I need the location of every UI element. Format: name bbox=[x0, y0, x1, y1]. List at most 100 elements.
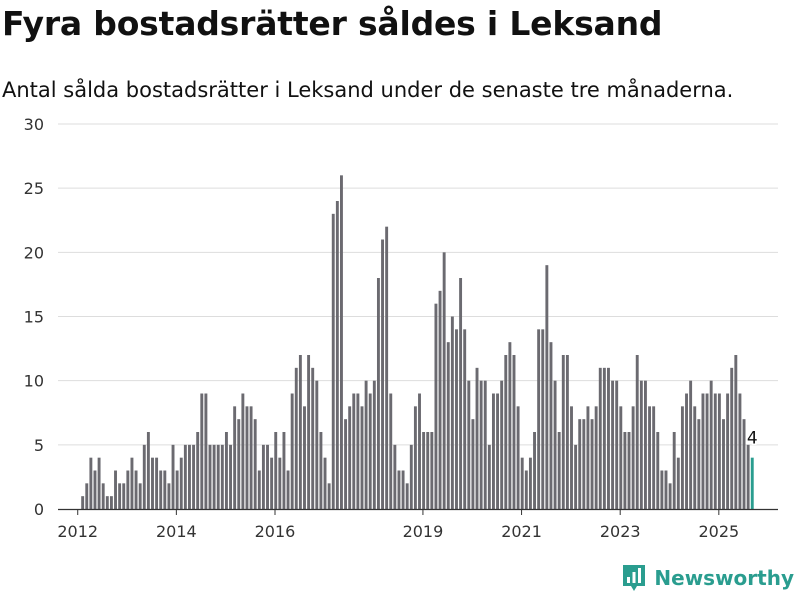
bar-18 bbox=[155, 457, 159, 509]
bar-79 bbox=[405, 483, 409, 509]
bar-157 bbox=[726, 393, 730, 509]
bar-74 bbox=[385, 226, 389, 509]
bar-4 bbox=[97, 457, 101, 509]
y-tick-label-0: 0 bbox=[34, 500, 44, 519]
bar-132 bbox=[623, 432, 627, 509]
bar-122 bbox=[582, 419, 586, 509]
bar-153 bbox=[709, 380, 713, 509]
bar-7 bbox=[109, 496, 113, 509]
bar-161 bbox=[742, 419, 746, 509]
bar-139 bbox=[652, 406, 656, 509]
bar-105 bbox=[512, 355, 516, 509]
page-title: Fyra bostadsrätter såldes i Leksand bbox=[2, 4, 663, 43]
bar-87 bbox=[438, 290, 442, 509]
bar-24 bbox=[179, 457, 183, 509]
bar-22 bbox=[171, 444, 175, 509]
bar-chart-logo-icon bbox=[623, 565, 646, 591]
bar-9 bbox=[118, 483, 122, 509]
bar-56 bbox=[311, 367, 315, 509]
bar-78 bbox=[401, 470, 405, 509]
bar-135 bbox=[635, 355, 639, 509]
bar-11 bbox=[126, 470, 130, 509]
bar-52 bbox=[294, 367, 298, 509]
brand-name: Newsworthy bbox=[654, 566, 794, 590]
bar-59 bbox=[323, 457, 327, 509]
bar-30 bbox=[204, 393, 208, 509]
bar-115 bbox=[553, 380, 557, 509]
bar-116 bbox=[557, 432, 561, 509]
x-tick-label-2012: 2012 bbox=[57, 522, 98, 541]
x-tick-label-2016: 2016 bbox=[255, 522, 296, 541]
bar-160 bbox=[738, 393, 742, 509]
bar-76 bbox=[393, 444, 397, 509]
bar-150 bbox=[697, 419, 701, 509]
bar-124 bbox=[590, 419, 594, 509]
bar-156 bbox=[722, 419, 725, 509]
bar-142 bbox=[664, 470, 668, 509]
bar-33 bbox=[216, 444, 220, 509]
bar-141 bbox=[660, 470, 664, 509]
bar-49 bbox=[282, 432, 286, 509]
bar-144 bbox=[672, 432, 676, 509]
bar-126 bbox=[598, 367, 602, 509]
gridlines bbox=[58, 123, 778, 446]
bar-38 bbox=[237, 419, 241, 509]
bar-34 bbox=[220, 444, 224, 509]
bar-121 bbox=[578, 419, 582, 509]
bar-119 bbox=[570, 406, 573, 509]
bar-45 bbox=[266, 444, 269, 509]
bar-111 bbox=[537, 329, 541, 509]
bar-62 bbox=[335, 201, 339, 509]
bar-106 bbox=[516, 406, 520, 509]
bar-58 bbox=[319, 432, 323, 509]
bar-94 bbox=[467, 380, 471, 509]
x-tick-label-2019: 2019 bbox=[403, 522, 444, 541]
bar-70 bbox=[368, 393, 372, 509]
bar-66 bbox=[352, 393, 356, 509]
bar-61 bbox=[331, 213, 335, 510]
bar-96 bbox=[475, 367, 479, 509]
bar-15 bbox=[142, 444, 146, 509]
y-tick-label-5: 5 bbox=[34, 436, 44, 455]
y-axis: 0 5 10 15 20 25 30 bbox=[24, 115, 44, 519]
bar-88 bbox=[442, 252, 446, 510]
bar-54 bbox=[303, 406, 306, 509]
bar-44 bbox=[261, 444, 265, 509]
bar-97 bbox=[479, 380, 483, 509]
bar-13 bbox=[134, 470, 138, 509]
bar-16 bbox=[146, 432, 150, 509]
x-axis: 2012 2014 2016 2019 2021 2023 2025 bbox=[57, 508, 778, 541]
bar-43 bbox=[257, 470, 261, 509]
bar-21 bbox=[167, 483, 171, 509]
bar-68 bbox=[360, 406, 364, 509]
bar-99 bbox=[487, 444, 491, 509]
bar-92 bbox=[459, 278, 463, 509]
bar-36 bbox=[229, 444, 232, 509]
bar-46 bbox=[270, 457, 274, 509]
bar-101 bbox=[496, 393, 500, 509]
bar-91 bbox=[455, 329, 458, 509]
bar-67 bbox=[356, 393, 360, 509]
bar-77 bbox=[397, 470, 401, 509]
bar-108 bbox=[524, 470, 528, 509]
bar-103 bbox=[504, 355, 508, 509]
bar-131 bbox=[619, 406, 623, 509]
bar-53 bbox=[298, 355, 302, 509]
bar-42 bbox=[253, 419, 257, 509]
bar-69 bbox=[364, 380, 368, 509]
bar-28 bbox=[196, 432, 200, 509]
bar-138 bbox=[648, 406, 652, 509]
bar-159 bbox=[734, 355, 738, 509]
bar-137 bbox=[643, 380, 647, 509]
bar-2 bbox=[89, 457, 93, 509]
bar-112 bbox=[541, 329, 545, 509]
bar-151 bbox=[701, 393, 705, 509]
bar-118 bbox=[565, 355, 569, 509]
bar-95 bbox=[471, 419, 475, 509]
bar-86 bbox=[434, 303, 438, 509]
bar-37 bbox=[233, 406, 237, 509]
y-tick-label-30: 30 bbox=[24, 115, 44, 134]
bar-98 bbox=[483, 380, 487, 509]
bar-82 bbox=[418, 393, 421, 509]
